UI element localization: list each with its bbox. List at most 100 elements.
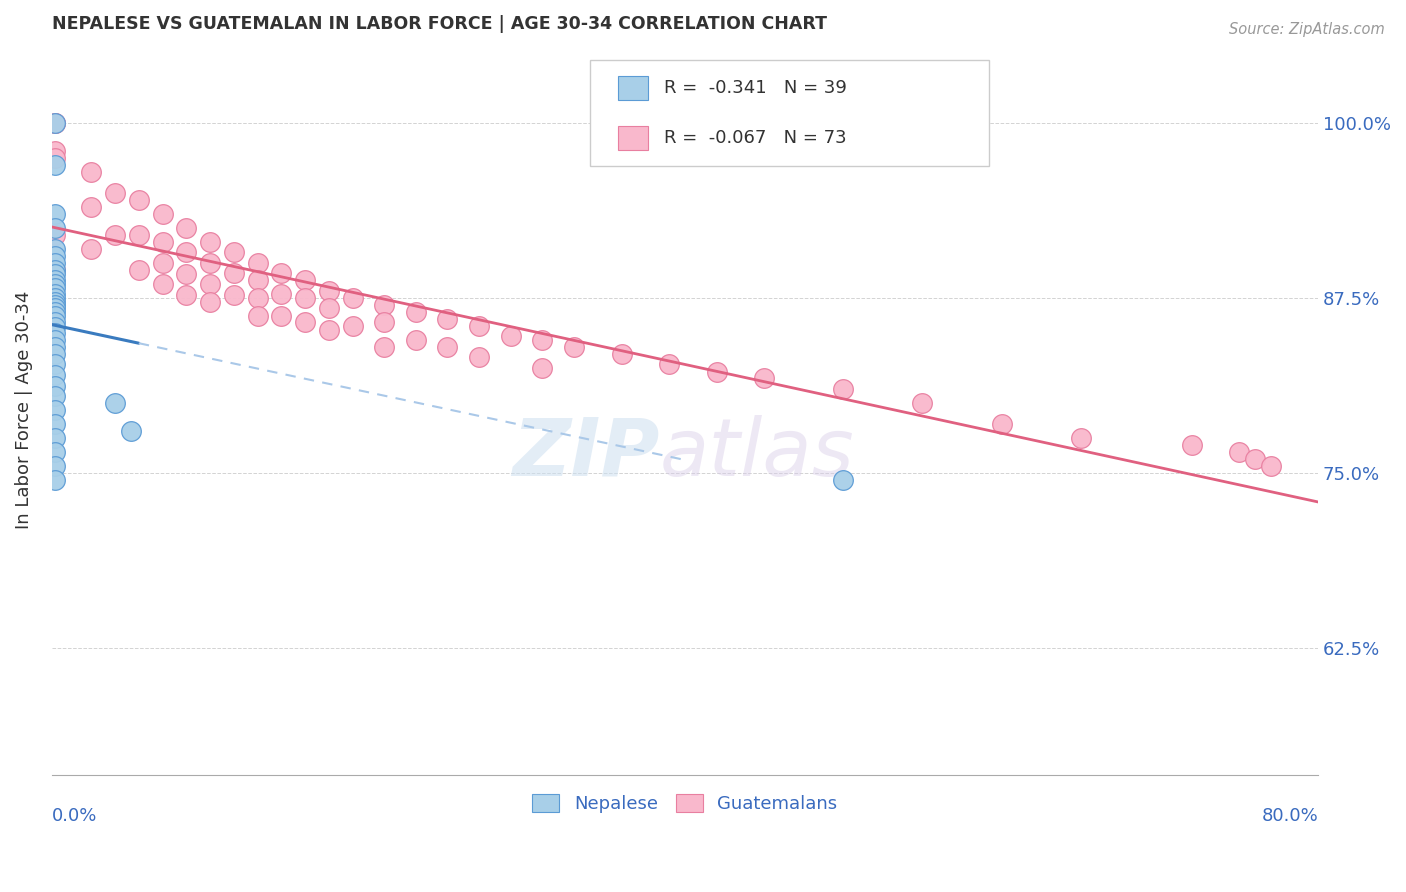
Point — [270, 309, 292, 323]
Point — [128, 263, 150, 277]
Point — [44, 281, 66, 295]
Point — [1260, 459, 1282, 474]
Point — [44, 273, 66, 287]
Point — [80, 165, 103, 179]
Point — [342, 291, 364, 305]
Legend: Nepalese, Guatemalans: Nepalese, Guatemalans — [524, 787, 845, 821]
Point — [44, 249, 66, 263]
Point — [44, 158, 66, 172]
Point — [44, 301, 66, 315]
Point — [44, 473, 66, 487]
Text: ZIP: ZIP — [512, 415, 659, 493]
Point — [373, 340, 395, 354]
Point — [44, 267, 66, 281]
Point — [270, 266, 292, 280]
Point — [222, 266, 245, 280]
Point — [44, 116, 66, 130]
Point — [104, 227, 127, 242]
Point — [44, 305, 66, 319]
Point — [294, 273, 316, 287]
Text: atlas: atlas — [659, 415, 855, 493]
Point — [44, 315, 66, 329]
Point — [658, 357, 681, 371]
Point — [44, 144, 66, 158]
Point — [44, 309, 66, 323]
Point — [246, 273, 269, 287]
Point — [468, 318, 491, 333]
Point — [44, 277, 66, 291]
Point — [373, 298, 395, 312]
Point — [246, 291, 269, 305]
Point — [270, 286, 292, 301]
Point — [44, 326, 66, 340]
Point — [44, 431, 66, 445]
Point — [44, 207, 66, 221]
Point — [1180, 438, 1202, 452]
Point — [176, 220, 198, 235]
Point — [176, 267, 198, 281]
Point — [152, 235, 174, 249]
Point — [44, 256, 66, 270]
Text: R =  -0.067   N = 73: R = -0.067 N = 73 — [664, 128, 846, 147]
Point — [373, 315, 395, 329]
Point — [1243, 452, 1265, 467]
Point — [990, 417, 1012, 431]
Point — [752, 371, 775, 385]
Point — [342, 318, 364, 333]
Point — [44, 357, 66, 371]
Point — [1070, 431, 1092, 445]
Point — [44, 242, 66, 256]
Point — [706, 365, 728, 379]
Point — [152, 277, 174, 291]
Point — [911, 396, 934, 410]
Point — [128, 227, 150, 242]
Point — [246, 309, 269, 323]
Point — [120, 424, 142, 438]
Point — [198, 277, 221, 291]
Point — [318, 323, 340, 337]
Point — [44, 263, 66, 277]
Point — [44, 417, 66, 431]
Point — [128, 193, 150, 207]
Point — [44, 295, 66, 310]
Text: 0.0%: 0.0% — [52, 807, 97, 825]
Point — [44, 347, 66, 361]
FancyBboxPatch shape — [591, 61, 988, 166]
Point — [80, 200, 103, 214]
Point — [104, 186, 127, 200]
Point — [44, 151, 66, 165]
Point — [176, 288, 198, 302]
Point — [44, 333, 66, 347]
Point — [44, 227, 66, 242]
Point — [294, 291, 316, 305]
Text: R =  -0.341   N = 39: R = -0.341 N = 39 — [664, 79, 846, 97]
Point — [198, 295, 221, 310]
Point — [152, 207, 174, 221]
Point — [198, 256, 221, 270]
Point — [104, 396, 127, 410]
Text: Source: ZipAtlas.com: Source: ZipAtlas.com — [1229, 22, 1385, 37]
Point — [44, 291, 66, 305]
Point — [436, 312, 458, 326]
Point — [44, 116, 66, 130]
Point — [222, 244, 245, 259]
Point — [246, 256, 269, 270]
Point — [499, 328, 522, 343]
Point — [44, 116, 66, 130]
Point — [531, 361, 554, 376]
Point — [562, 340, 585, 354]
Point — [531, 333, 554, 347]
Point — [318, 284, 340, 298]
Point — [832, 473, 855, 487]
Y-axis label: In Labor Force | Age 30-34: In Labor Force | Age 30-34 — [15, 291, 32, 529]
Point — [44, 368, 66, 382]
Point — [405, 333, 427, 347]
Point — [44, 340, 66, 354]
Point — [44, 286, 66, 301]
Point — [44, 445, 66, 459]
FancyBboxPatch shape — [617, 77, 648, 100]
Point — [610, 347, 633, 361]
Point — [44, 220, 66, 235]
Point — [832, 382, 855, 396]
Point — [436, 340, 458, 354]
